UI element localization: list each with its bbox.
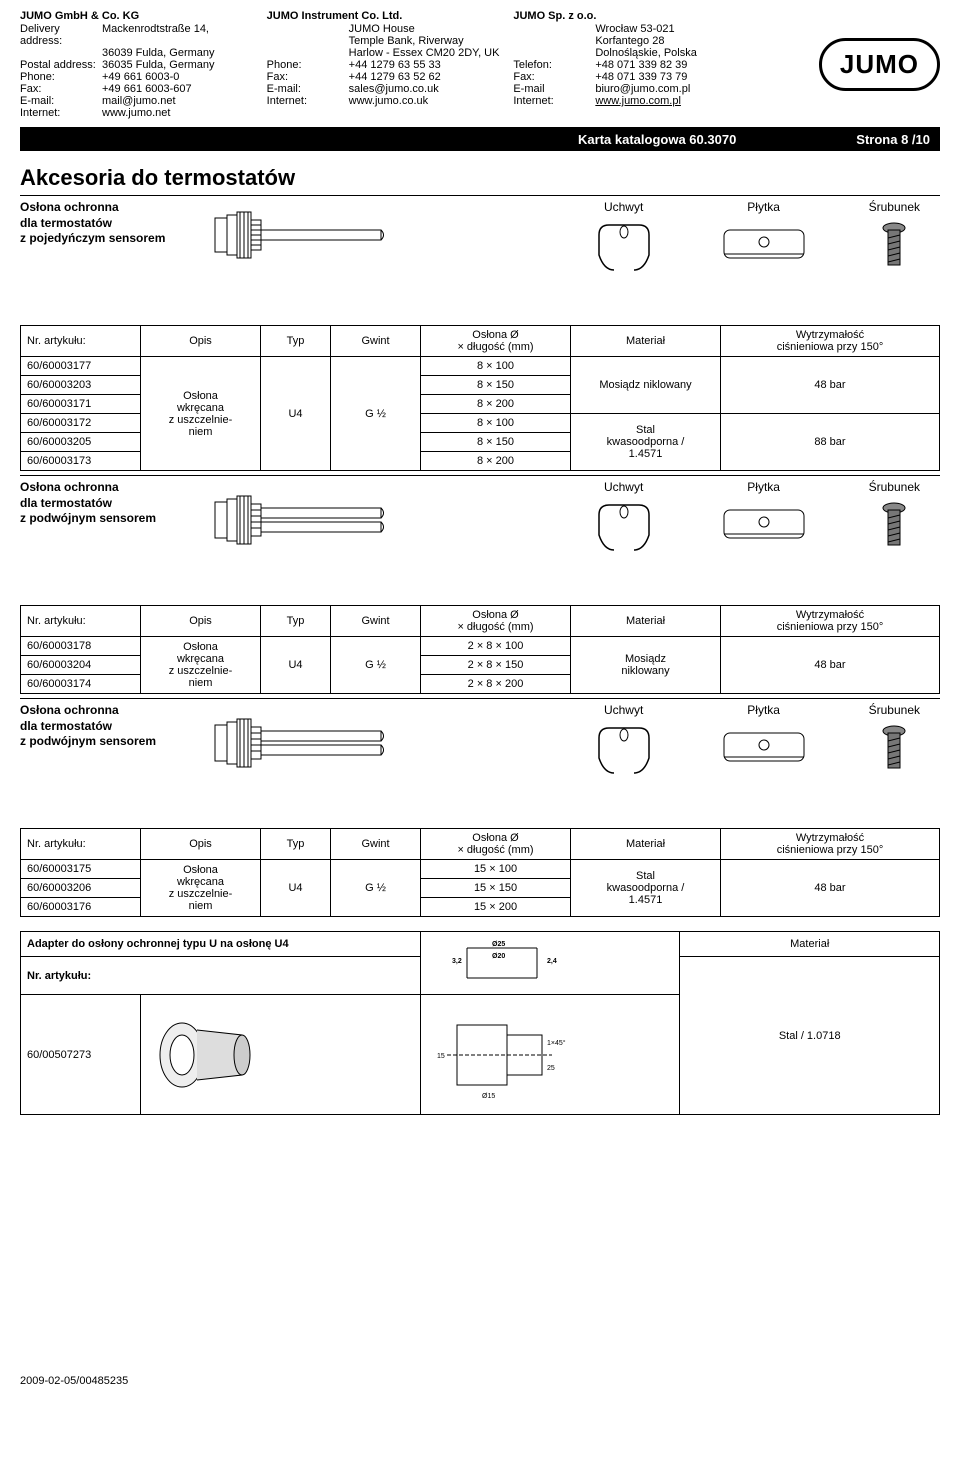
svg-text:15: 15 — [437, 1053, 445, 1060]
svg-text:Ø25: Ø25 — [492, 941, 505, 948]
page-title: Akcesoria do termostatów — [20, 165, 940, 191]
svg-text:25: 25 — [547, 1065, 555, 1072]
part-srubunek: Śrubunek — [869, 200, 920, 280]
dimension-drawing-icon: 15 1×45° 25 Ø15 Ø19 -0,2 — [427, 1010, 577, 1100]
clip-icon — [589, 500, 659, 560]
section-3-header: Osłona ochronna dla termostatów z podwój… — [20, 698, 940, 818]
table-1: Nr. artykułu: Opis Typ Gwint Osłona Ø × … — [20, 325, 940, 471]
adapter-table: Adapter do osłony ochronnej typu U na os… — [20, 931, 940, 1115]
svg-text:1×45°: 1×45° — [547, 1039, 566, 1047]
adapter-title: Adapter do osłony ochronnej typu U na os… — [21, 932, 421, 957]
table-3: Nr. artykułu: Opis Typ Gwint Osłona Ø × … — [20, 828, 940, 917]
table-2: Nr. artykułu: Opis Typ Gwint Osłona Ø × … — [20, 605, 940, 694]
section-1-label: Osłona ochronna dla termostatów z pojedy… — [20, 200, 200, 247]
screw-icon — [879, 500, 909, 555]
company-name: JUMO GmbH & Co. KG — [20, 10, 257, 22]
adapter-material-header: Materiał — [680, 932, 940, 957]
section-2-label: Osłona ochronna dla termostatów z podwój… — [20, 480, 200, 527]
clip-icon — [589, 220, 659, 280]
logo-text: JUMO — [819, 38, 940, 91]
logo: JUMO — [760, 10, 940, 119]
plate-icon — [719, 723, 809, 773]
part-plytka: Płytka — [719, 200, 809, 280]
screw-icon — [879, 723, 909, 778]
thermowell-single-icon — [200, 200, 400, 270]
section-2-header: Osłona ochronna dla termostatów z podwój… — [20, 475, 940, 595]
thermowell-double-icon — [200, 703, 400, 783]
adapter-nr: 60/00507273 — [21, 995, 141, 1115]
company-name: JUMO Instrument Co. Ltd. — [267, 10, 504, 22]
plate-icon — [719, 500, 809, 550]
catalog-ref: Karta katalogowa 60.3070 — [578, 132, 736, 147]
svg-text:3,2: 3,2 — [452, 958, 462, 965]
address-block-0: JUMO GmbH & Co. KG Delivery address:Mack… — [20, 10, 257, 119]
company-name: JUMO Sp. z o.o. — [513, 10, 750, 22]
section-1-header: Osłona ochronna dla termostatów z pojedy… — [20, 195, 940, 315]
address-block-1: JUMO Instrument Co. Ltd. JUMO House Temp… — [267, 10, 504, 119]
svg-text:Ø20: Ø20 — [492, 953, 505, 960]
part-plytka: Płytka — [719, 703, 809, 783]
adapter-nr-label: Nr. artykułu: — [21, 957, 421, 995]
adapter-icon — [147, 1010, 277, 1100]
clip-icon — [589, 723, 659, 783]
part-plytka: Płytka — [719, 480, 809, 560]
section-3-label: Osłona ochronna dla termostatów z podwój… — [20, 703, 200, 750]
screw-icon — [879, 220, 909, 275]
page-number: Strona 8 /10 — [856, 132, 930, 147]
svg-text:2,4: 2,4 — [547, 958, 557, 965]
part-srubunek: Śrubunek — [869, 480, 920, 560]
footer-date: 2009-02-05/00485235 — [20, 1375, 940, 1387]
dimension-drawing-icon: Ø25 Ø20 2,4 3,2 — [427, 938, 577, 988]
adapter-material: Stal / 1.0718 — [680, 957, 940, 1115]
thermowell-double-icon — [200, 480, 400, 560]
catalog-bar: Karta katalogowa 60.3070 Strona 8 /10 — [20, 127, 940, 151]
part-srubunek: Śrubunek — [869, 703, 920, 783]
part-uchwyt: Uchwyt — [589, 480, 659, 560]
plate-icon — [719, 220, 809, 270]
part-uchwyt: Uchwyt — [589, 703, 659, 783]
part-uchwyt: Uchwyt — [589, 200, 659, 280]
svg-text:Ø15: Ø15 — [482, 1093, 495, 1100]
address-block-2: JUMO Sp. z o.o. Wrocław 53-021 Korfanteg… — [513, 10, 750, 119]
header: JUMO GmbH & Co. KG Delivery address:Mack… — [20, 10, 940, 119]
